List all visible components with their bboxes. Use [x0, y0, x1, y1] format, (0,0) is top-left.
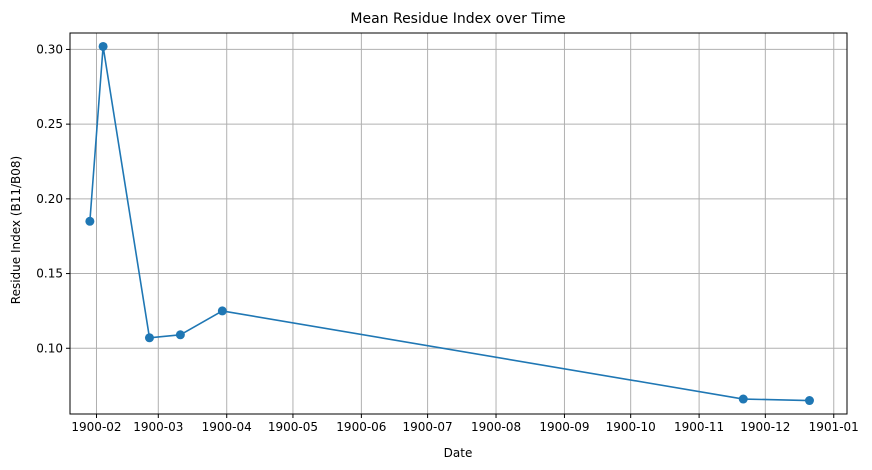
- y-axis-label: Residue Index (B11/B08): [9, 156, 23, 304]
- y-tick-label: 0.30: [36, 42, 63, 56]
- x-axis-label: Date: [444, 446, 473, 460]
- x-tick-label: 1900-12: [740, 420, 790, 434]
- x-tick-label: 1900-10: [606, 420, 656, 434]
- data-point: [144, 333, 154, 343]
- y-axis: 0.10 0.15 0.20 0.25 0.30: [36, 42, 70, 355]
- y-tick-label: 0.10: [36, 341, 63, 355]
- x-tick-label: 1900-11: [674, 420, 724, 434]
- x-tick-label: 1900-05: [268, 420, 318, 434]
- series-layer: [85, 41, 814, 406]
- x-tick-label: 1901-01: [809, 420, 859, 434]
- data-point: [98, 41, 108, 51]
- data-point: [217, 306, 227, 316]
- data-point: [804, 396, 814, 406]
- data-point: [85, 216, 95, 226]
- grid: [70, 33, 847, 414]
- plot-frame: [69, 32, 848, 415]
- x-tick-label: 1900-08: [471, 420, 521, 434]
- x-tick-label: 1900-03: [133, 420, 183, 434]
- x-tick-label: 1900-09: [539, 420, 589, 434]
- data-point: [175, 330, 185, 340]
- x-tick-label: 1900-02: [71, 420, 121, 434]
- x-tick-label: 1900-07: [403, 420, 453, 434]
- x-axis: 1900-02 1900-03 1900-04 1900-05 1900-06 1900-…: [71, 414, 859, 434]
- y-tick-label: 0.15: [36, 267, 63, 281]
- y-tick-label: 0.20: [36, 192, 63, 206]
- y-tick-label: 0.25: [36, 117, 63, 131]
- series-line: [89, 45, 810, 402]
- data-point: [738, 394, 748, 404]
- chart-title: Mean Residue Index over Time: [350, 11, 565, 27]
- x-tick-label: 1900-06: [336, 420, 386, 434]
- x-tick-label: 1900-04: [202, 420, 252, 434]
